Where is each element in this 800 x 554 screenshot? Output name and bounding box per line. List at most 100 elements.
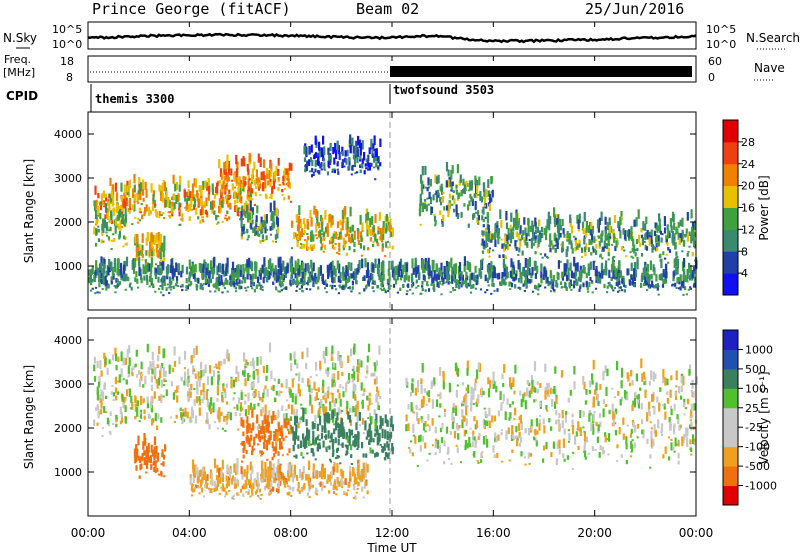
power-cell <box>304 164 307 168</box>
power-cell <box>173 202 176 209</box>
power-cell <box>481 250 485 254</box>
power-cell <box>261 229 264 234</box>
velocity-cell <box>289 425 292 430</box>
velocity-cell <box>217 475 220 483</box>
velocity-cell <box>315 374 318 377</box>
velocity-cell <box>614 429 617 436</box>
velocity-cell <box>511 449 514 453</box>
velocity-cell <box>255 433 258 439</box>
power-cell <box>221 172 224 178</box>
velocity-cell <box>100 409 103 415</box>
power-cell <box>435 195 438 203</box>
velocity-cell <box>287 476 290 482</box>
power-cell <box>240 218 243 228</box>
power-cell <box>334 268 337 277</box>
velocity-cell <box>112 354 115 361</box>
velocity-cell <box>170 381 173 387</box>
power-cell <box>668 232 671 238</box>
power-cell <box>226 160 229 169</box>
power-cell <box>206 263 210 273</box>
velocity-cell <box>100 399 103 408</box>
power-cell <box>365 208 368 218</box>
velocity-cell <box>198 407 201 416</box>
velocity-cell <box>115 364 118 371</box>
power-cell <box>200 185 203 196</box>
power-cell <box>170 205 173 214</box>
velocity-cell <box>416 412 419 421</box>
velocity-cell <box>668 416 671 423</box>
velocity-cell <box>146 451 150 462</box>
power-cell <box>246 204 249 214</box>
power-cell <box>113 238 116 242</box>
power-cell <box>171 266 174 276</box>
velocity-cell <box>446 450 449 455</box>
velocity-cell <box>499 391 502 400</box>
power-cell <box>214 214 218 219</box>
power-cell <box>91 287 94 290</box>
velocity-cell <box>360 382 363 391</box>
power-cell <box>112 273 115 280</box>
velocity-cell <box>691 415 694 418</box>
power-cell <box>359 148 362 156</box>
power-cell <box>451 266 454 276</box>
velocity-cell <box>583 430 586 433</box>
velocity-cell <box>194 484 198 489</box>
power-cell <box>178 209 181 212</box>
power-cell <box>277 226 280 234</box>
power-cell <box>605 243 608 249</box>
power-cell <box>327 154 331 163</box>
power-cell <box>261 264 264 274</box>
velocity-cell <box>596 393 599 402</box>
velocity-cell <box>280 383 283 388</box>
power-cell <box>165 287 168 291</box>
velocity-cell <box>649 421 652 424</box>
velocity-cell <box>224 392 227 399</box>
velocity-cell <box>318 409 321 415</box>
velocity-cell <box>472 403 475 406</box>
power-cell <box>94 270 97 278</box>
velocity-cell <box>384 429 387 439</box>
velocity-cell <box>605 386 608 396</box>
power-cell <box>196 285 199 288</box>
velocity-cell <box>643 381 646 386</box>
velocity-cell <box>649 454 652 459</box>
velocity-cell <box>652 371 655 382</box>
power-cell <box>91 278 94 283</box>
power-cell <box>135 271 138 278</box>
velocity-cell <box>528 382 531 387</box>
power-cell <box>657 241 660 247</box>
velocity-cell <box>410 402 413 412</box>
power-cell <box>116 278 119 283</box>
velocity-cell <box>555 394 558 400</box>
velocity-cell <box>650 430 653 440</box>
power-cell <box>436 189 439 196</box>
power-cell <box>259 230 263 233</box>
power-cell <box>502 254 505 258</box>
velocity-cell <box>677 418 680 425</box>
power-cell <box>447 274 451 281</box>
velocity-cell <box>599 445 602 451</box>
velocity-cell <box>641 419 644 425</box>
power-cell <box>561 247 564 252</box>
velocity-cell <box>318 483 321 486</box>
power-cell <box>524 239 527 246</box>
power-cell <box>179 223 182 226</box>
velocity-cell <box>571 419 574 428</box>
velocity-cell <box>361 417 364 425</box>
power-cell <box>198 185 201 192</box>
power-cell <box>236 161 239 170</box>
velocity-cell <box>252 482 255 490</box>
power-cell <box>220 275 223 282</box>
velocity-cell <box>375 360 378 367</box>
velocity-cell <box>318 438 321 441</box>
power-cell <box>519 240 522 247</box>
power-cell <box>560 286 563 289</box>
power-cell <box>257 153 260 163</box>
velocity-cell <box>101 434 104 437</box>
velocity-cell <box>315 493 318 496</box>
power-cell <box>240 201 243 204</box>
power-cell <box>353 230 356 240</box>
velocity-cell <box>376 436 379 446</box>
velocity-cell <box>354 384 357 391</box>
power-cell <box>237 176 240 184</box>
